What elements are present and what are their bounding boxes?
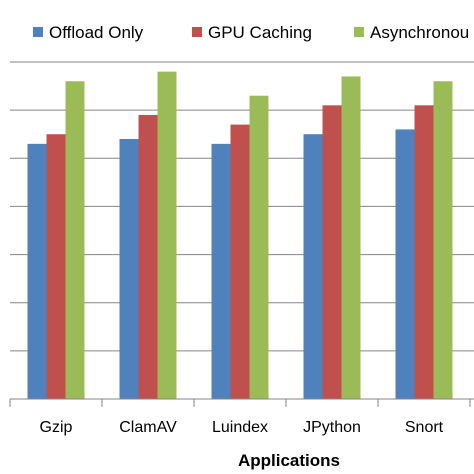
- bar-asynchronou-snort: [433, 81, 453, 399]
- bars: [27, 71, 453, 399]
- bar-gpu-caching-gzip: [46, 134, 66, 399]
- bar-asynchronou-jpython: [341, 76, 361, 399]
- bar-asynchronou-luindex: [249, 95, 269, 399]
- bar-asynchronou-gzip: [65, 81, 85, 399]
- x-tick-label: Luindex: [212, 419, 268, 436]
- bar-offload-only-clamav: [119, 139, 139, 399]
- bar-offload-only-snort: [395, 129, 415, 399]
- bar-gpu-caching-snort: [414, 105, 434, 399]
- x-tick-labels: Gzip ClamAV Luindex JPython Snort: [40, 419, 444, 436]
- bar-offload-only-jpython: [303, 134, 323, 399]
- x-tick-label: JPython: [303, 419, 361, 436]
- bar-gpu-caching-jpython: [322, 105, 342, 399]
- bar-asynchronou-clamav: [157, 71, 177, 399]
- legend-swatch: [354, 27, 364, 37]
- bar-gpu-caching-luindex: [230, 124, 250, 399]
- bar-offload-only-gzip: [27, 143, 47, 399]
- legend-label: Asynchronou: [370, 23, 469, 42]
- x-axis: [9, 398, 474, 407]
- x-tick-label: Gzip: [40, 419, 73, 436]
- x-axis-title: Applications: [238, 451, 340, 470]
- legend-label: GPU Caching: [208, 23, 312, 42]
- bar-offload-only-luindex: [211, 143, 231, 399]
- legend: Offload Only GPU Caching Asynchronou: [33, 23, 469, 42]
- x-tick-label: Snort: [405, 419, 444, 436]
- bar-gpu-caching-clamav: [138, 114, 158, 399]
- x-tick-label: ClamAV: [119, 419, 177, 436]
- legend-swatch: [192, 27, 202, 37]
- legend-swatch: [33, 27, 43, 37]
- legend-label: Offload Only: [49, 23, 144, 42]
